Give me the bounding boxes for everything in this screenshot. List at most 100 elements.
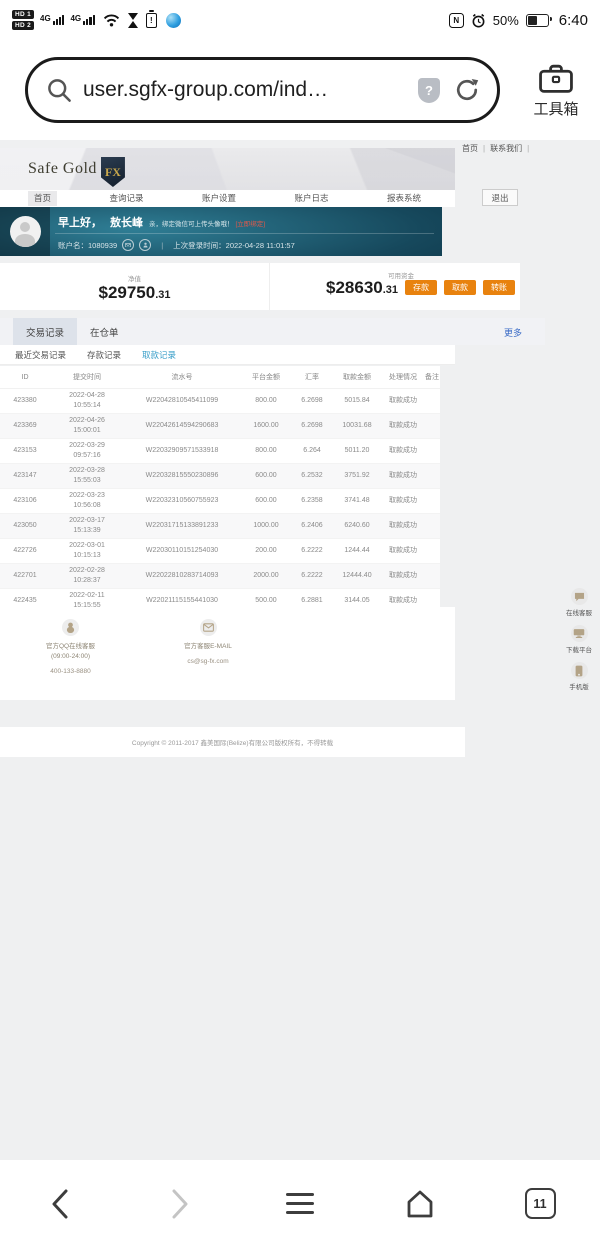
net-value-label: 净值	[128, 275, 141, 283]
cell-status: 取款成功	[382, 513, 424, 539]
cell-payout: 5011.20	[332, 438, 382, 464]
cell-status: 取款成功	[382, 538, 424, 564]
tab-0[interactable]: 交易记录	[13, 317, 78, 346]
table-row: 423153 2022-03-29 09:57:16 W220329095715339…	[0, 438, 440, 464]
nav-item-1[interactable]: 查询记录	[109, 193, 144, 204]
greeting-banner: 早上好， 敖长峰 亲，绑定微信可上传头像哦！ [立即绑定] 账户名：108093…	[0, 207, 442, 256]
bind-now-link[interactable]: [立即绑定]	[235, 221, 266, 228]
cell-status: 取款成功	[382, 413, 424, 439]
address-bar[interactable]: user.sgfx-group.com/ind… ?	[25, 57, 500, 123]
balance-action-1[interactable]: 取款	[444, 280, 477, 295]
cell-time: 2022-03-28 15:55:03	[50, 463, 124, 489]
forward-button[interactable]	[150, 1174, 210, 1234]
column-header: 取款金额	[332, 366, 382, 389]
cell-flow-no: W22042810545411099	[124, 388, 240, 414]
site-top-links: 首页 | 联系我们 |	[462, 143, 529, 154]
float-item-1[interactable]: 下载平台	[566, 625, 592, 654]
account-number: 账户名：1080939	[58, 240, 118, 250]
table-body: 423380 2022-04-28 10:55:14 W220428105454110…	[0, 388, 440, 614]
avatar-frame	[0, 207, 50, 256]
alarm-icon	[472, 13, 485, 28]
qq-icon	[62, 619, 79, 636]
cell-id: 423153	[0, 438, 50, 464]
subtab-1[interactable]: 存款记录	[87, 349, 122, 360]
available-funds-block: 可用资金 $28630.31 存款 取款 转账	[270, 263, 520, 310]
home-button[interactable]	[390, 1174, 450, 1234]
wifi-icon	[103, 14, 119, 27]
top-link-contact[interactable]: 联系我们	[490, 144, 523, 153]
cell-flow-no: W22030110151254030	[124, 538, 240, 564]
top-link-home[interactable]: 首页	[462, 144, 478, 153]
cell-amount: 1000.00	[240, 513, 292, 539]
message-icon[interactable]	[122, 239, 135, 251]
column-header: 平台金额	[240, 366, 292, 389]
account-line: 账户名：1080939 | 上次登录时间：2022-04-28 11:01:57	[58, 239, 295, 251]
float-item-label: 在线客服	[566, 610, 592, 617]
shield-question-icon[interactable]: ?	[418, 77, 440, 103]
cell-note	[424, 538, 440, 564]
cell-payout: 10031.68	[332, 413, 382, 439]
tab-1[interactable]: 在仓单	[90, 327, 119, 339]
browser-notification-icon	[165, 12, 181, 28]
cell-flow-no: W22032909571533918	[124, 438, 240, 464]
more-link[interactable]: 更多	[504, 328, 523, 338]
battery-percent: 50%	[492, 12, 519, 28]
refresh-icon[interactable]	[453, 76, 481, 104]
nfc-icon: N	[448, 12, 464, 28]
table-row: 422726 2022-03-01 10:15:13 W220301101512540…	[0, 538, 440, 564]
cell-status: 取款成功	[382, 388, 424, 414]
subtab-2[interactable]: 取款记录	[142, 349, 177, 360]
top-link-separator: |	[527, 144, 530, 153]
menu-icon	[286, 1193, 314, 1214]
cell-rate: 6.2406	[292, 513, 332, 539]
subtab-0[interactable]: 最近交易记录	[15, 349, 67, 360]
toolbox-button[interactable]: 工具箱	[520, 62, 592, 119]
nav-item-0[interactable]: 首页	[28, 191, 58, 206]
balance-action-0[interactable]: 存款	[405, 280, 438, 295]
status-bar: HD 1 HD 2 4G 4G ! N	[0, 0, 600, 40]
wechat-bind-tip: 亲，绑定微信可上传头像哦！	[149, 221, 234, 228]
menu-button[interactable]	[270, 1174, 330, 1234]
available-funds-value: $28630.31	[326, 278, 399, 297]
table-row: 423147 2022-03-28 15:55:03 W220328155502308…	[0, 463, 440, 489]
email-icon	[199, 619, 217, 636]
profile-icon[interactable]	[139, 239, 152, 251]
column-header: 汇率	[292, 366, 332, 389]
top-link-separator: |	[483, 144, 486, 153]
cell-flow-no: W22031715133891233	[124, 513, 240, 539]
clock-time: 6:40	[558, 11, 588, 29]
cell-note	[424, 463, 440, 489]
cell-flow-no: W22042614594290683	[124, 413, 240, 439]
column-header: 提交时间	[50, 366, 124, 389]
avatar[interactable]	[9, 216, 41, 247]
nav-item-2[interactable]: 账户设置	[201, 193, 236, 204]
url-text: user.sgfx-group.com/ind…	[83, 78, 329, 101]
network-type-2: 4G	[70, 14, 82, 23]
cell-note	[424, 438, 440, 464]
cell-time: 2022-03-17 15:13:39	[50, 513, 124, 539]
float-item-0[interactable]: 在线客服	[566, 588, 592, 617]
table-row: 423050 2022-03-17 15:13:39 W220317151338912…	[0, 513, 440, 539]
back-button[interactable]	[30, 1174, 90, 1234]
cell-payout: 3751.92	[332, 463, 382, 489]
cell-id: 422701	[0, 563, 50, 589]
float-item-2[interactable]: 手机版	[569, 662, 589, 691]
cell-status: 取款成功	[382, 563, 424, 589]
cell-amount: 800.00	[240, 438, 292, 464]
withdrawal-table: ID 提交时间 流水号 平台金额 汇率 取款金额 处理情况 备注 423380 2022-04-…	[0, 366, 440, 614]
balance-action-2[interactable]: 转账	[483, 280, 516, 295]
column-header: 备注	[424, 366, 440, 389]
table-header-row: ID 提交时间 流水号 平台金额 汇率 取款金额 处理情况 备注	[0, 366, 440, 389]
logout-button[interactable]: 退出	[482, 189, 518, 206]
cell-note	[424, 388, 440, 414]
qq-contact-block: 官方QQ在线客服 (09:00-24:00) 400-133-8880	[28, 619, 113, 676]
main-nav: 首页 查询记录 账户设置 账户日志 报表系统	[0, 190, 455, 207]
qq-title: 官方QQ在线客服	[45, 643, 96, 650]
tabs-button[interactable]: 11	[510, 1174, 570, 1234]
nav-item-3[interactable]: 账户日志	[294, 193, 329, 204]
user-name: 敖长峰	[110, 217, 143, 229]
nav-item-4[interactable]: 报表系统	[386, 193, 421, 204]
available-funds-label: 可用资金	[388, 273, 414, 280]
briefcase-icon	[539, 64, 573, 93]
